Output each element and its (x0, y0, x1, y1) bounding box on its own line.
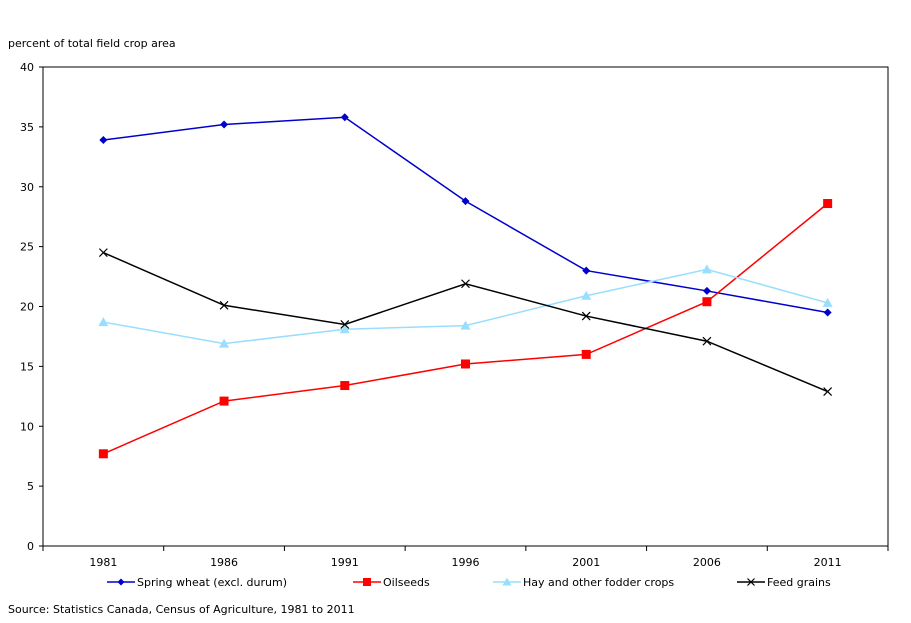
series-oilseeds (98, 199, 833, 459)
data-point (582, 266, 591, 275)
x-tick-label: 1986 (210, 556, 238, 569)
data-point (581, 349, 591, 359)
data-point (220, 120, 229, 129)
data-point (702, 297, 712, 307)
series-spring-wheat-excl-durum (99, 113, 832, 317)
series-hay-and-other-fodder-crops (98, 264, 833, 348)
data-point (461, 279, 470, 289)
legend-item: Feed grains (737, 576, 831, 589)
y-tick-label: 25 (20, 241, 34, 254)
x-tick-label: 1996 (452, 556, 480, 569)
data-point (822, 297, 833, 307)
legend-label: Feed grains (767, 576, 831, 589)
legend-label: Oilseeds (383, 576, 430, 589)
y-axis-label: percent of total field crop area (8, 37, 176, 50)
data-point (98, 248, 108, 258)
y-tick-label: 40 (20, 61, 34, 74)
y-tick-label: 35 (20, 121, 34, 134)
legend-marker (117, 578, 125, 586)
y-tick-label: 20 (20, 301, 34, 314)
data-point (219, 300, 229, 310)
y-tick-label: 5 (27, 480, 34, 493)
legend-marker (502, 577, 512, 586)
x-tick-label: 2001 (572, 556, 600, 569)
data-point (581, 311, 591, 321)
data-point (701, 264, 712, 274)
data-point (340, 381, 350, 391)
data-point (581, 290, 592, 300)
series-feed-grains (98, 248, 833, 396)
data-point (823, 387, 833, 396)
source-note: Source: Statistics Canada, Census of Agr… (8, 603, 355, 616)
y-tick-label: 15 (20, 360, 34, 373)
data-point (461, 359, 470, 369)
plot-area-frame (42, 66, 889, 547)
data-point (823, 308, 832, 317)
data-point (702, 336, 712, 346)
x-tick-label: 1981 (89, 556, 117, 569)
data-point (219, 396, 229, 406)
data-point (98, 317, 109, 327)
x-tick-label: 2006 (693, 556, 721, 569)
data-point (702, 286, 711, 295)
data-point (219, 338, 230, 348)
y-tick-label: 10 (20, 420, 34, 433)
legend-marker (747, 578, 755, 586)
legend-item: Spring wheat (excl. durum) (107, 576, 287, 589)
legend-item: Oilseeds (353, 576, 430, 589)
legend-label: Hay and other fodder crops (523, 576, 674, 589)
legend: Spring wheat (excl. durum) Oilseeds Hay an… (107, 576, 831, 589)
legend-label: Spring wheat (excl. durum) (137, 576, 287, 589)
axes: 0 5 10 15 20 25 30 35 40 1981 1986 1991 1996 2001 2006… (20, 61, 889, 569)
series-line (103, 268, 828, 345)
data-point (98, 449, 108, 459)
y-tick-label: 30 (20, 181, 34, 194)
series-layer (98, 113, 833, 459)
data-point (340, 113, 349, 122)
data-point (460, 320, 471, 330)
data-point (461, 197, 470, 206)
data-point (340, 320, 350, 329)
y-tick-label: 0 (27, 540, 34, 553)
legend-marker (363, 578, 371, 586)
x-tick-label: 1991 (331, 556, 359, 569)
data-point (823, 199, 833, 209)
x-tick-label: 2011 (814, 556, 842, 569)
legend-item: Hay and other fodder crops (493, 576, 674, 589)
data-point (339, 324, 350, 334)
data-point (99, 136, 108, 145)
